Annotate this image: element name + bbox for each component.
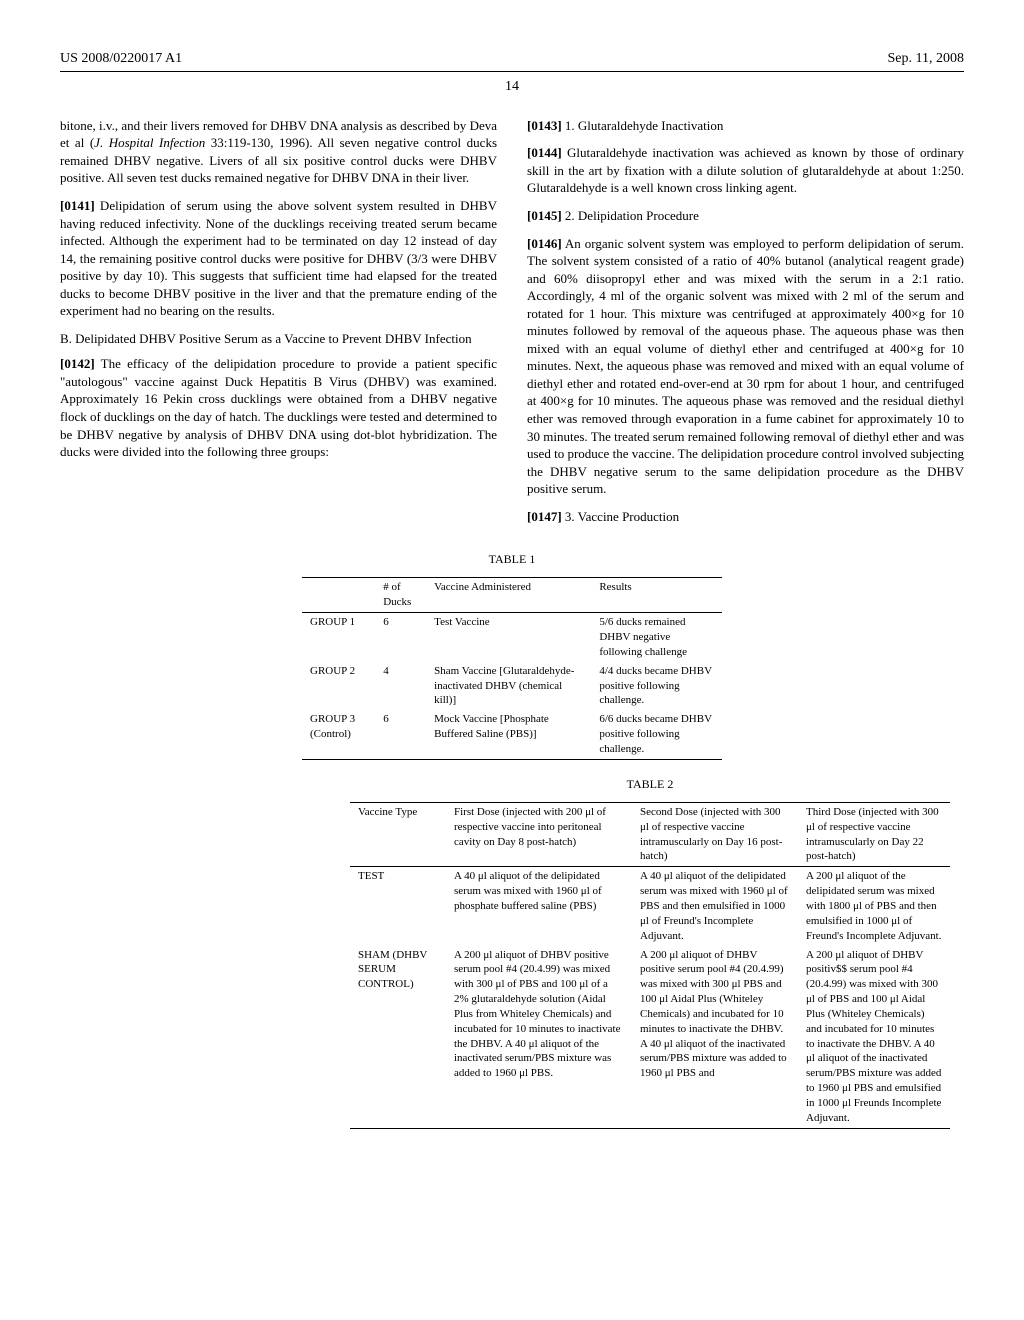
table1-header: # of Ducks [375, 578, 426, 613]
para-text: 2. Delipidation Procedure [562, 208, 699, 223]
paragraph-0147: [0147] 3. Vaccine Production [527, 508, 964, 526]
tables-section: TABLE 1 # of Ducks Vaccine Administered … [60, 551, 964, 1128]
table-row: GROUP 1 6 Test Vaccine 5/6 ducks remaine… [302, 613, 722, 662]
left-column: bitone, i.v., and their livers removed f… [60, 117, 497, 535]
para-number: [0142] [60, 356, 95, 371]
table-cell: 5/6 ducks remained DHBV negative followi… [591, 613, 722, 662]
table-cell: GROUP 1 [302, 613, 375, 662]
table1-header: Results [591, 578, 722, 613]
table-cell: SHAM (DHBV SERUM CONTROL) [350, 946, 446, 1129]
table-cell: 6 [375, 710, 426, 759]
table2-header: Vaccine Type [350, 802, 446, 866]
para-number: [0143] [527, 118, 562, 133]
table-row: GROUP 2 4 Sham Vaccine [Glutaraldehyde-i… [302, 662, 722, 711]
table-cell: A 40 μl aliquot of the delipidated serum… [632, 867, 798, 946]
table-cell: Sham Vaccine [Glutaraldehyde-inactivated… [426, 662, 591, 711]
para-text: 3. Vaccine Production [562, 509, 679, 524]
journal-name: J. Hospital Infection [94, 135, 205, 150]
table-cell: 4/4 ducks became DHBV positive following… [591, 662, 722, 711]
section-b-header: B. Delipidated DHBV Positive Serum as a … [60, 330, 497, 348]
table-cell: A 200 μl aliquot of DHBV positive serum … [632, 946, 798, 1129]
table-cell: A 200 μl aliquot of the delipidated seru… [798, 867, 950, 946]
page-header: US 2008/0220017 A1 Sep. 11, 2008 [60, 50, 964, 69]
table2-header: Third Dose (injected with 300 μl of resp… [798, 802, 950, 866]
table-2: Vaccine Type First Dose (injected with 2… [350, 802, 950, 1129]
paragraph-0145: [0145] 2. Delipidation Procedure [527, 207, 964, 225]
table-row: SHAM (DHBV SERUM CONTROL) A 200 μl aliqu… [350, 946, 950, 1129]
publication-date: Sep. 11, 2008 [888, 50, 964, 69]
publication-number: US 2008/0220017 A1 [60, 50, 182, 69]
para-text: An organic solvent system was employed t… [527, 236, 964, 497]
table2-title: TABLE 2 [350, 776, 950, 792]
header-rule [60, 71, 964, 72]
table-cell: 4 [375, 662, 426, 711]
para-number: [0146] [527, 236, 562, 251]
table1-title: TABLE 1 [60, 551, 964, 567]
paragraph-0141: [0141] Delipidation of serum using the a… [60, 197, 497, 320]
right-column: [0143] 1. Glutaraldehyde Inactivation [0… [527, 117, 964, 535]
paragraph-0144: [0144] Glutaraldehyde inactivation was a… [527, 144, 964, 197]
para-number: [0144] [527, 145, 562, 160]
table-cell: Test Vaccine [426, 613, 591, 662]
table2-header: Second Dose (injected with 300 μl of res… [632, 802, 798, 866]
table-cell: 6/6 ducks became DHBV positive following… [591, 710, 722, 759]
para-text: The efficacy of the delipidation procedu… [60, 356, 497, 459]
page-number: 14 [60, 78, 964, 97]
paragraph-continuation: bitone, i.v., and their livers removed f… [60, 117, 497, 187]
table-cell: Mock Vaccine [Phosphate Buffered Saline … [426, 710, 591, 759]
para-number: [0141] [60, 198, 95, 213]
paragraph-0146: [0146] An organic solvent system was emp… [527, 235, 964, 498]
table-row: GROUP 3 (Control) 6 Mock Vaccine [Phosph… [302, 710, 722, 759]
table-cell: 6 [375, 613, 426, 662]
para-text: Glutaraldehyde inactivation was achieved… [527, 145, 964, 195]
table-cell: GROUP 2 [302, 662, 375, 711]
paragraph-0143: [0143] 1. Glutaraldehyde Inactivation [527, 117, 964, 135]
para-text: Delipidation of serum using the above so… [60, 198, 497, 318]
para-number: [0147] [527, 509, 562, 524]
table-cell: TEST [350, 867, 446, 946]
para-number: [0145] [527, 208, 562, 223]
table-cell: GROUP 3 (Control) [302, 710, 375, 759]
table-cell: A 200 μl aliquot of DHBV positive serum … [446, 946, 632, 1129]
table1-header [302, 578, 375, 613]
table-1: # of Ducks Vaccine Administered Results … [302, 577, 722, 759]
paragraph-0142: [0142] The efficacy of the delipidation … [60, 355, 497, 460]
table-cell: A 40 μl aliquot of the delipidated serum… [446, 867, 632, 946]
table2-header: First Dose (injected with 200 μl of resp… [446, 802, 632, 866]
two-column-layout: bitone, i.v., and their livers removed f… [60, 117, 964, 535]
para-text: 1. Glutaraldehyde Inactivation [562, 118, 724, 133]
table-row: TEST A 40 μl aliquot of the delipidated … [350, 867, 950, 946]
table-cell: A 200 μl aliquot of DHBV positiv$$ serum… [798, 946, 950, 1129]
table1-header: Vaccine Administered [426, 578, 591, 613]
